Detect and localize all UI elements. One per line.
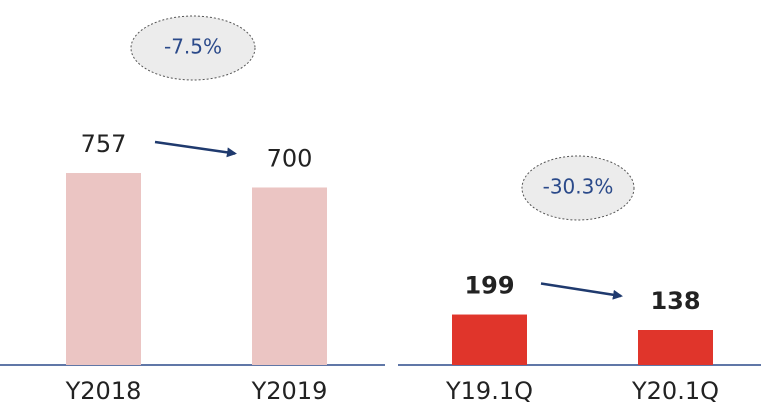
arrow: [154, 140, 237, 158]
x-tick-label: Y20.1Q: [631, 377, 719, 405]
annotation-bubble: [130, 15, 256, 81]
bar: [452, 314, 527, 365]
x-tick-label: Y19.1Q: [445, 377, 533, 405]
value-label: 757: [81, 130, 127, 158]
panel: 757 Y2018 700 Y2019 -7.5%: [0, 15, 385, 405]
bar: [638, 330, 713, 365]
arrow: [540, 282, 623, 300]
bar: [66, 173, 141, 365]
x-tick-label: Y2019: [251, 377, 328, 405]
panel: 199 Y19.1Q 138 Y20.1Q -30.3%: [398, 155, 761, 405]
annotation-bubble: [521, 155, 635, 221]
value-label: 199: [464, 272, 514, 300]
annotation: -7.5%: [164, 35, 222, 59]
annotation: -30.3%: [543, 175, 614, 199]
x-tick-label: Y2018: [65, 377, 142, 405]
value-label: 138: [650, 287, 700, 315]
value-label: 700: [267, 144, 313, 172]
bar: [252, 187, 327, 365]
